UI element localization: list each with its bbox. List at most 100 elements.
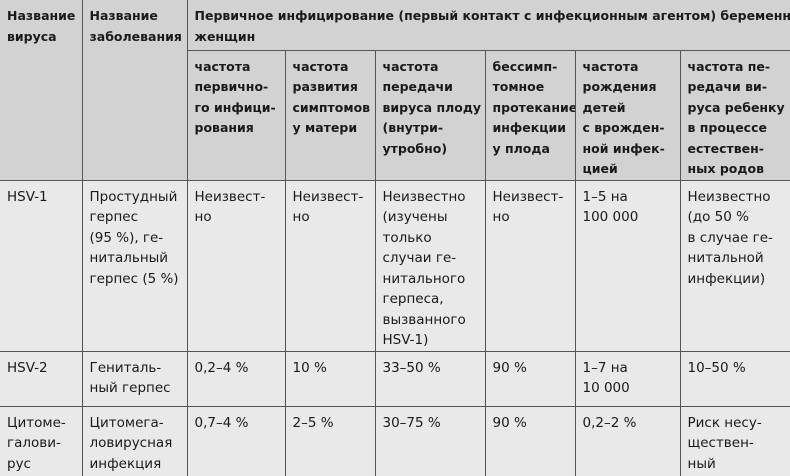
text-line: (до 50 % (687, 209, 749, 225)
text-line: 33–50 % (382, 359, 441, 376)
text-line: у плода (492, 140, 550, 156)
text-line: Название (89, 8, 158, 23)
text-line: инфекции) (687, 270, 766, 287)
text-line: руса ребенку (687, 99, 785, 115)
text-line: только (382, 229, 432, 246)
text-line: но (292, 209, 310, 225)
text-line: частота (382, 58, 439, 74)
cell: 90 % (484, 405, 576, 476)
text-line: герпеса, (382, 291, 444, 307)
text-line: ный герпес (89, 380, 171, 396)
text-line: вызванного (382, 311, 466, 328)
cell: Неизвест-но (186, 179, 286, 352)
text-line: 10 % (292, 359, 327, 376)
text-line: заболевания (89, 28, 182, 44)
text-line: ной инфек- (582, 140, 665, 156)
text-line: Гениталь- (89, 359, 162, 376)
text-line: (внутри- (382, 120, 444, 135)
text-line: Цитоме- (7, 414, 66, 431)
cell: 2–5 % (284, 405, 376, 476)
text-line: герпес (5 %) (89, 270, 179, 287)
cell: Цитомега-ловирусная инфекция (81, 405, 188, 476)
text-line: 10 000 (582, 380, 630, 396)
text-line: рования (194, 120, 254, 135)
subheader-cell: частота рождения детей с врожден-ной инфек-… (574, 49, 681, 181)
cell: 33–50 % (374, 350, 486, 407)
cell: Гениталь-ный герпес (81, 350, 188, 407)
cell: Неизвестно (до 50 % в случае ге-нитальной и… (679, 179, 790, 352)
text-line: Простудный (89, 188, 178, 205)
text-line: 1–7 на (582, 359, 628, 376)
text-line: HSV-1) (382, 332, 429, 348)
text-line: Название (7, 8, 76, 23)
row: HSV-1 Простудный герпес (95 %), ге-нитальны… (0, 179, 790, 352)
text-line: герпес (89, 209, 139, 225)
text-line: Неизвест- (492, 188, 564, 205)
text-line: нитальной (687, 250, 764, 266)
cell: 0,2–4 % (186, 350, 286, 407)
text-line: ловирусная (89, 435, 173, 451)
cell: 10–50 % (679, 350, 790, 407)
text-line: рус (7, 455, 31, 472)
text-line: случаи ге- (382, 250, 457, 266)
text-line: нитального (382, 270, 466, 287)
text-line: вируса (7, 28, 57, 44)
text-line: ный (687, 455, 716, 472)
text-line: нитальный (89, 250, 169, 266)
text-line: но (194, 209, 212, 225)
text-line: частота (292, 58, 349, 74)
cell: Неизвест-но (484, 179, 576, 352)
text-line: развития (292, 79, 358, 94)
cell: Неизвест-но (284, 179, 376, 352)
cell: 0,2–2 % (574, 405, 681, 476)
text-line: вируса плоду (382, 99, 482, 115)
cell: HSV-2 (0, 350, 83, 407)
text-line: Неизвест- (292, 188, 364, 205)
cell: 0,7–4 % (186, 405, 286, 476)
text-line: 1–5 на (582, 188, 628, 205)
text-line: Неизвестно (687, 188, 771, 205)
cell: Неизвестно (изучены только случаи ге-ниталь… (374, 179, 486, 352)
header-disease: Название заболевания (81, 0, 188, 181)
text-line: Неизвест- (194, 188, 266, 205)
text-line: Первичное инфицирование (первый контакт … (194, 8, 790, 23)
text-line: детей (582, 99, 626, 115)
text-line: 10–50 % (687, 359, 746, 376)
header-group: Первичное инфицирование (первый контакт … (186, 0, 790, 51)
row: Цитоме-галови-рус Цитомега-ловирусная инфе… (0, 405, 790, 476)
text-line: ществен- (687, 435, 754, 451)
cell: 1–5 на 100 000 (574, 179, 681, 352)
text-line: Неизвестно (382, 188, 466, 205)
subheader-cell: частота развития симптомов у матери (284, 49, 376, 181)
text-line: 90 % (492, 359, 527, 376)
cell: 1–7 на 10 000 (574, 350, 681, 407)
text-line: цией (582, 161, 618, 176)
text-line: инфекция (89, 455, 162, 472)
text-line: 90 % (492, 414, 527, 431)
text-line: в процессе (687, 120, 767, 135)
text-line: 100 000 (582, 209, 639, 225)
text-line: 0,7–4 % (194, 414, 249, 431)
text-line: (95 %), ге- (89, 229, 164, 246)
text-line: но (492, 209, 510, 225)
text-line: рождения (582, 79, 657, 94)
cell: Простудный герпес (95 %), ге-нитальный герп… (81, 179, 188, 352)
text-line: 2–5 % (292, 414, 334, 431)
text-line: с врожден- (582, 120, 665, 135)
text-line: Цитомега- (89, 414, 164, 431)
text-line: в случае ге- (687, 229, 773, 246)
text-line: у матери (292, 120, 358, 135)
cell: 10 % (284, 350, 376, 407)
text-line: 30–75 % (382, 414, 441, 431)
text-line: HSV-1 (7, 188, 48, 205)
row: HSV-2 Гениталь-ный герпес 0,2–4 % 10 % 33–50… (0, 350, 790, 407)
cell: Риск несу-ществен-ный (679, 405, 790, 476)
cell: 30–75 % (374, 405, 486, 476)
text-line: инфекции (492, 120, 567, 135)
text-line: утробно) (382, 140, 448, 156)
text-line: протекание (492, 99, 575, 115)
text-line: ных родов (687, 161, 764, 176)
text-line: Риск несу- (687, 414, 762, 431)
